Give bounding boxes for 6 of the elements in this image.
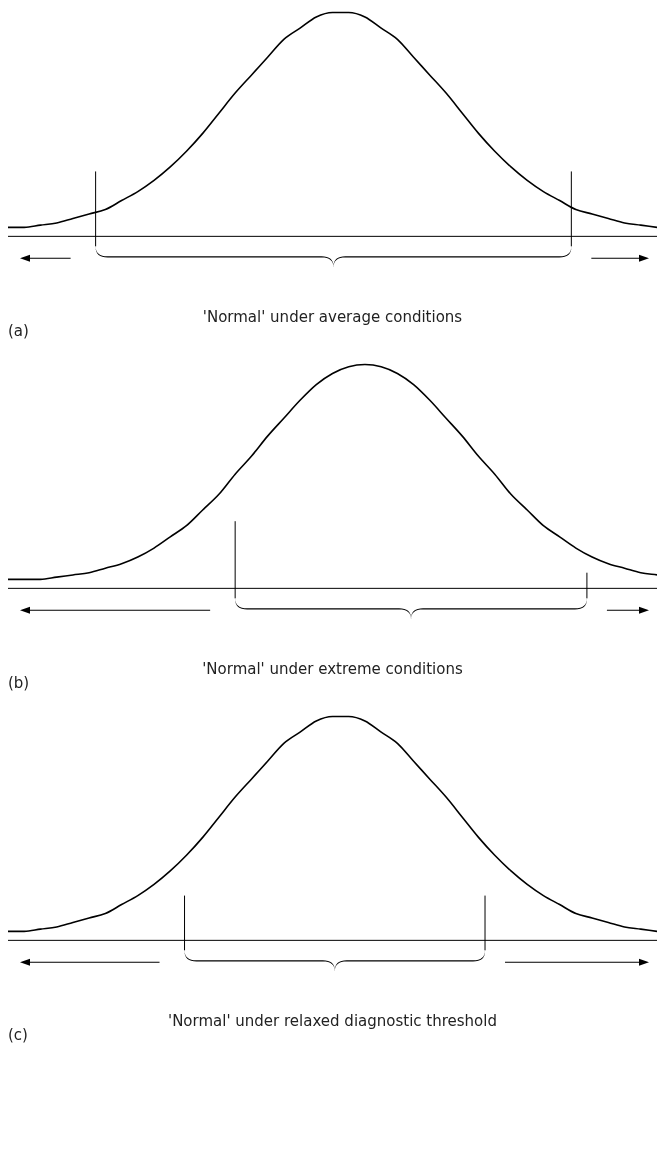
text: 'Normal' under relaxed diagnostic threshold — [168, 1012, 497, 1030]
text: 'Normal' under average conditions — [202, 308, 463, 326]
text: (b) — [8, 674, 30, 692]
text: (c) — [8, 1026, 28, 1044]
text: (a) — [8, 322, 29, 340]
text: 'Normal' under extreme conditions — [202, 660, 463, 678]
